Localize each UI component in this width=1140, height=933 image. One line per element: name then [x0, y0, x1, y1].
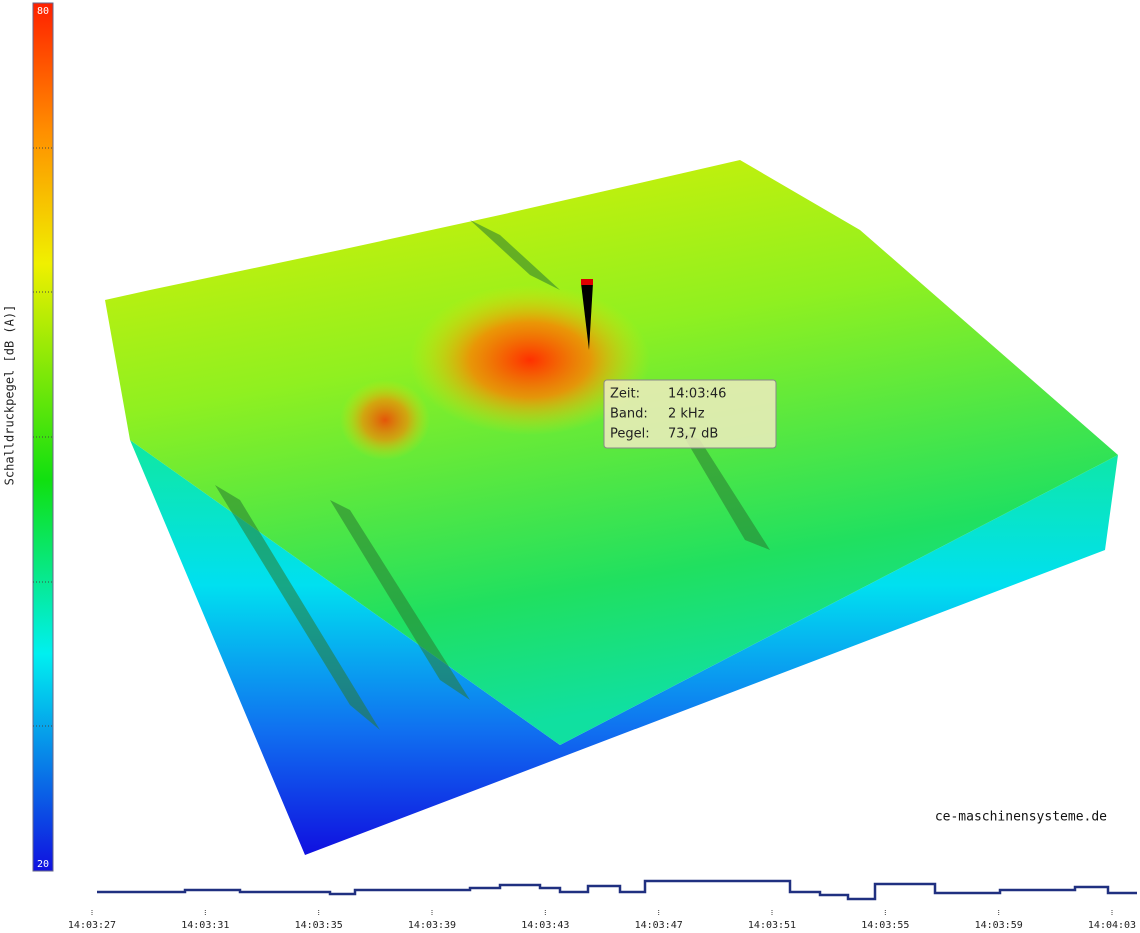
time-tick-label: 14:04:03 — [1088, 920, 1136, 931]
time-tick-label: 14:03:27 — [68, 920, 116, 931]
colorbar-ticks — [33, 147, 53, 727]
surface-side — [130, 440, 1118, 855]
tooltip-value: 14:03:46 — [668, 387, 726, 402]
tooltip — [603, 379, 777, 449]
watermark: ce-maschinensysteme.de — [935, 810, 1107, 825]
time-tick-label: 14:03:35 — [295, 920, 343, 931]
time-tick-label: 14:03:47 — [635, 920, 683, 931]
surface-top — [105, 160, 1118, 745]
surface-shadows — [215, 220, 770, 730]
time-tick-label: 14:03:39 — [408, 920, 456, 931]
tooltip-key: Band: — [610, 407, 648, 422]
colorbar-label: Schalldruckpegel [dB (A)] — [3, 305, 17, 486]
marker — [581, 283, 593, 350]
timeline-trace — [97, 879, 1137, 901]
colorbar-max: 80 — [37, 6, 49, 17]
colorbar-min: 20 — [37, 859, 49, 870]
tooltip-key: Pegel: — [610, 427, 650, 442]
hot-region — [340, 380, 430, 460]
tooltip-value: 2 kHz — [668, 407, 705, 422]
time-tick-label: 14:03:55 — [861, 920, 909, 931]
marker-head — [581, 279, 593, 285]
time-tick-label: 14:03:43 — [521, 920, 569, 931]
tooltip-value: 73,7 dB — [668, 427, 718, 442]
time-tick-label: 14:03:51 — [748, 920, 796, 931]
time-tick-label: 14:03:59 — [975, 920, 1023, 931]
tooltip-key: Zeit: — [610, 387, 640, 402]
time-tick-label: 14:03:31 — [181, 920, 229, 931]
